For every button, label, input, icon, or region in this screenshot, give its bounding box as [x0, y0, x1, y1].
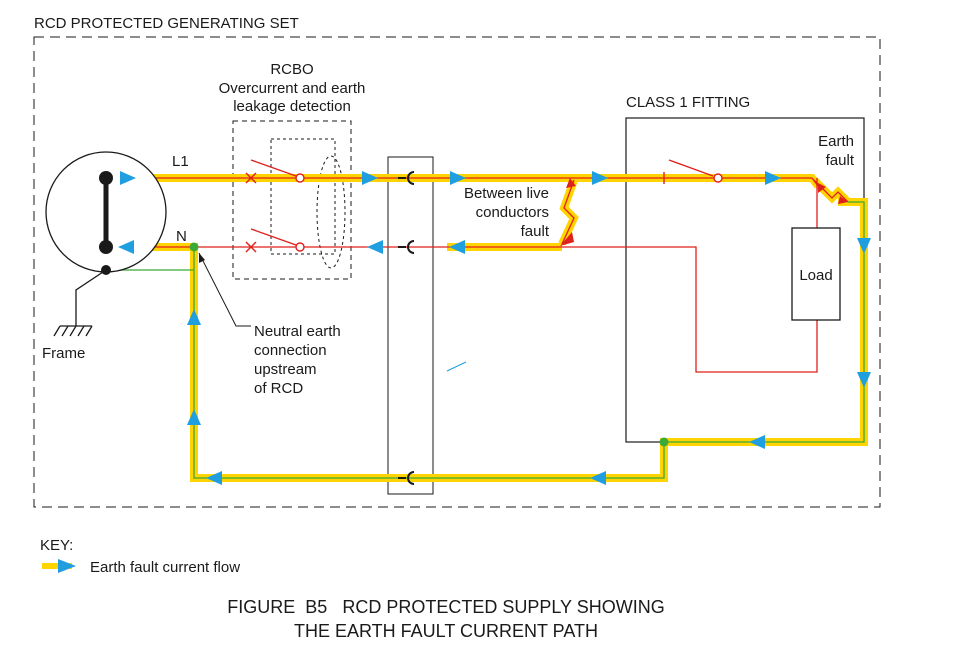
earth-fault-path	[106, 174, 868, 482]
live-fault-label-1: Between live	[464, 185, 549, 202]
earth-fault-label-1: Earth	[818, 133, 854, 150]
neutral-label-1: Neutral earth	[254, 323, 341, 340]
neutral-leader-line	[198, 252, 251, 327]
frame-earth-lead	[75, 269, 107, 326]
rcbo-switch-l1	[245, 159, 305, 184]
rcbo-switch-n	[245, 228, 305, 253]
l1-label: L1	[172, 153, 189, 170]
key-swatch-arrow	[58, 559, 76, 573]
neutral-label-2: connection	[254, 342, 327, 359]
fitting-switch	[663, 159, 723, 184]
live-neutral-wires	[106, 177, 849, 373]
flow-arrows	[118, 171, 871, 485]
connector-plugs	[398, 171, 415, 485]
connector-strip	[387, 156, 434, 495]
load-box	[791, 227, 841, 321]
earth-fault-label-2: fault	[826, 152, 855, 169]
key-item-label: Earth fault current flow	[90, 559, 240, 576]
neutral-earth-junction	[189, 242, 199, 252]
rcbo-toroid	[316, 155, 346, 269]
rcbo-box	[232, 120, 352, 280]
neutral-leader-arrow	[199, 253, 205, 263]
generator-terminal-l1	[99, 171, 113, 185]
rcbo-inner-box	[270, 138, 336, 255]
fault-arrows	[560, 178, 848, 246]
live-fault-label-3: fault	[521, 223, 550, 240]
load-label: Load	[799, 267, 832, 284]
figure-caption-2: THE EARTH FAULT CURRENT PATH	[294, 621, 598, 641]
frame-title: RCD PROTECTED GENERATING SET	[34, 15, 299, 32]
figure-caption-1: FIGURE B5 RCD PROTECTED SUPPLY SHOWING	[227, 597, 664, 617]
stray-mark	[446, 361, 467, 372]
frame-earth-icon	[53, 325, 93, 337]
n-label: N	[176, 228, 187, 245]
rcbo-desc-2: leakage detection	[233, 98, 351, 115]
rcbo-desc-1: Overcurrent and earth	[219, 80, 366, 97]
fitting-earth-junction	[659, 437, 669, 447]
frame-label: Frame	[42, 345, 85, 362]
generator-terminal-n	[99, 240, 113, 254]
generating-set-enclosure	[33, 36, 881, 508]
key-title: KEY:	[40, 537, 73, 554]
neutral-label-4: of RCD	[254, 380, 303, 397]
fitting-title: CLASS 1 FITTING	[626, 94, 750, 111]
live-fault-label-2: conductors	[476, 204, 549, 221]
rcbo-title: RCBO	[270, 61, 313, 78]
neutral-label-3: upstream	[254, 361, 317, 378]
